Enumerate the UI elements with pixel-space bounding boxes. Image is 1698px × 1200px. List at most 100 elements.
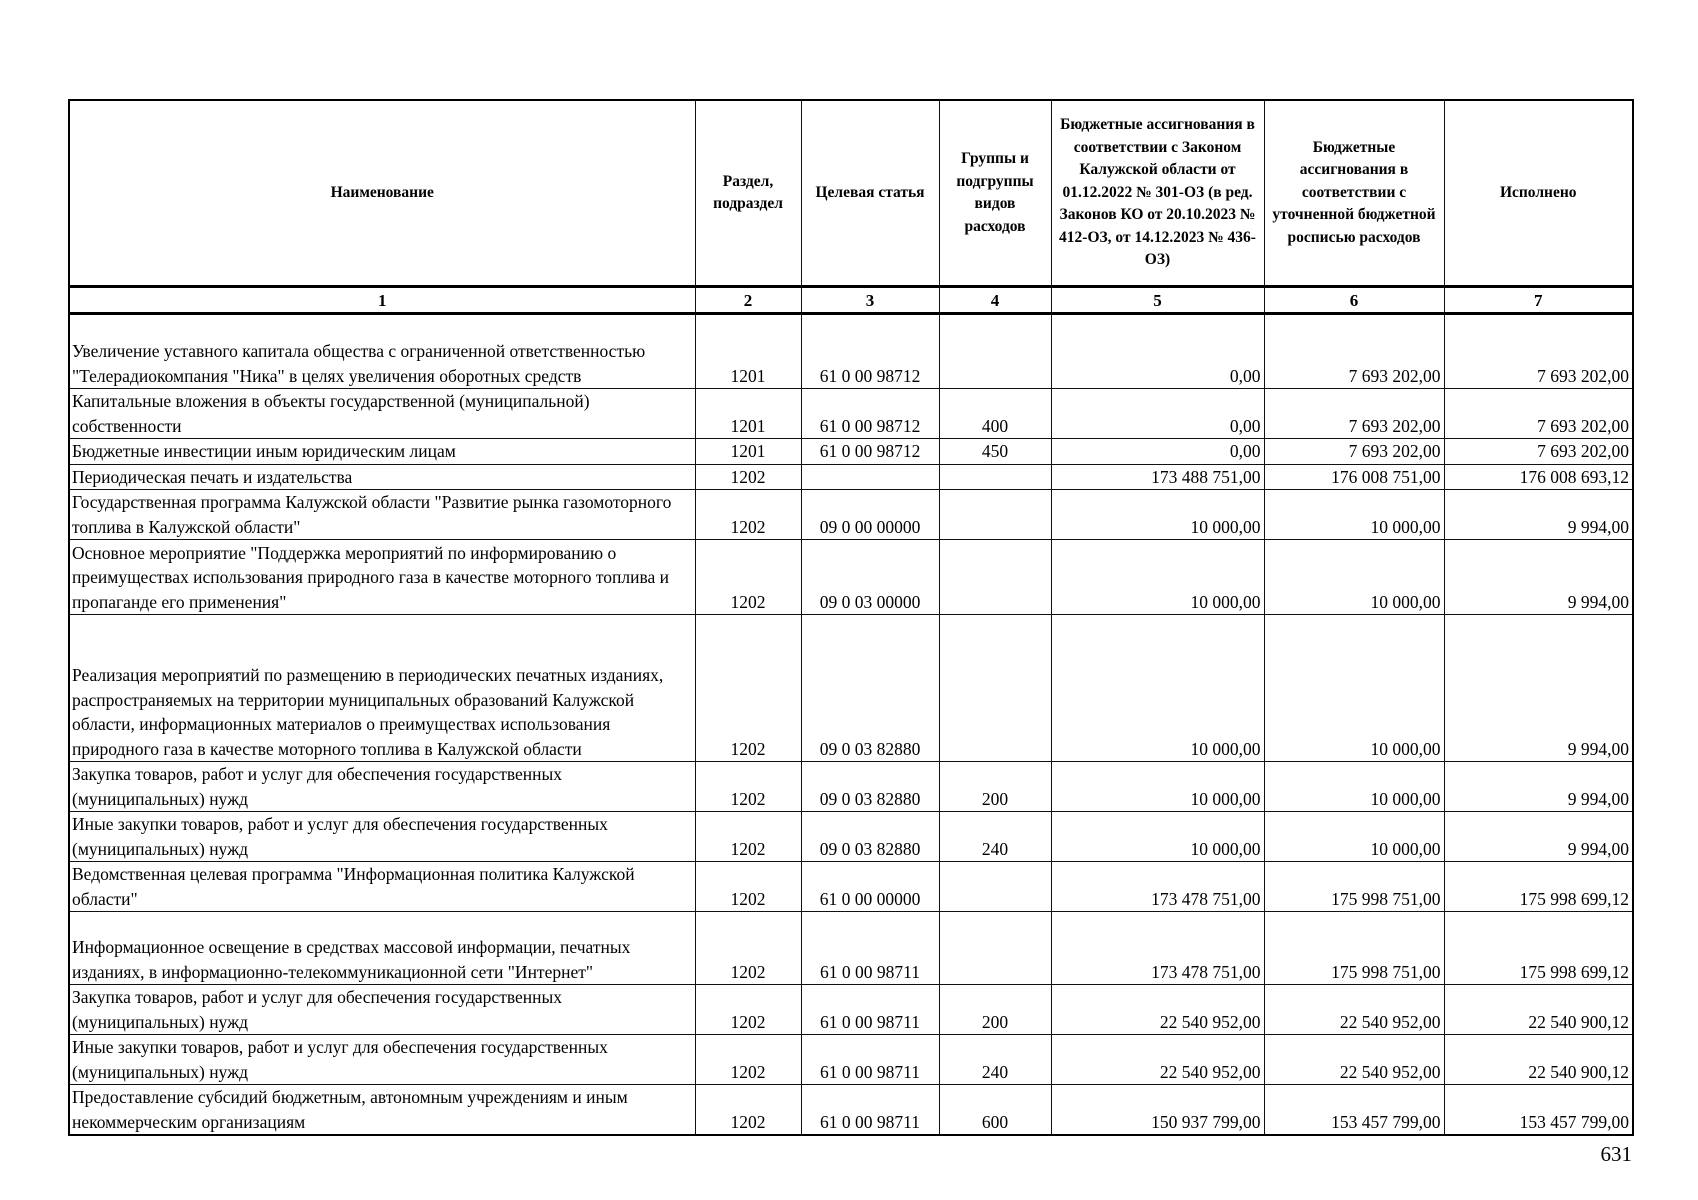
- row-article: 61 0 00 00000: [800, 861, 940, 912]
- table-row: Ведомственная целевая программа "Информа…: [68, 861, 1634, 912]
- row-section: 1202: [694, 911, 802, 985]
- row-group: 450: [938, 438, 1052, 465]
- row-law-allocation: 173 488 751,00: [1050, 463, 1265, 490]
- row-executed: 176 008 693,12: [1443, 463, 1634, 490]
- table-row: Иные закупки товаров, работ и услуг для …: [68, 1034, 1634, 1085]
- table-row: Иные закупки товаров, работ и услуг для …: [68, 811, 1634, 862]
- row-law-allocation: 10 000,00: [1050, 761, 1265, 812]
- row-section: 1201: [694, 388, 802, 439]
- row-law-allocation: 22 540 952,00: [1050, 1034, 1265, 1085]
- page-number: 631: [1600, 1142, 1633, 1166]
- row-group: [938, 861, 1052, 912]
- row-executed: 9 994,00: [1443, 811, 1634, 862]
- table-row: Периодическая печать и издательства 1202 1…: [68, 463, 1634, 490]
- row-name: Государственная программа Калужской обла…: [68, 489, 696, 540]
- row-executed: 22 540 900,12: [1443, 984, 1634, 1035]
- row-law-allocation: 150 937 799,00: [1050, 1084, 1265, 1136]
- row-section: 1202: [694, 1034, 802, 1085]
- row-article: 09 0 03 82880: [800, 761, 940, 812]
- row-group: [938, 911, 1052, 985]
- row-section: 1202: [694, 984, 802, 1035]
- row-law-allocation: 173 478 751,00: [1050, 911, 1265, 985]
- row-section: 1201: [694, 313, 802, 389]
- row-article: [800, 463, 940, 490]
- row-plan-allocation: 153 457 799,00: [1263, 1084, 1445, 1136]
- row-name: Периодическая печать и издательства: [68, 463, 696, 490]
- table-row: Закупка товаров, работ и услуг для обесп…: [68, 984, 1634, 1035]
- row-executed: 9 994,00: [1443, 539, 1634, 615]
- budget-table: Наименование Раздел, подраздел Целевая с…: [68, 99, 1634, 1136]
- row-group: 240: [938, 1034, 1052, 1085]
- row-article: 09 0 03 00000: [800, 539, 940, 615]
- row-name: Закупка товаров, работ и услуг для обесп…: [68, 984, 696, 1035]
- row-group: [938, 489, 1052, 540]
- row-plan-allocation: 22 540 952,00: [1263, 1034, 1445, 1085]
- row-plan-allocation: 10 000,00: [1263, 761, 1445, 812]
- row-section: 1202: [694, 539, 802, 615]
- row-executed: 7 693 202,00: [1443, 438, 1634, 465]
- row-name: Закупка товаров, работ и услуг для обесп…: [68, 761, 696, 812]
- row-group: 200: [938, 761, 1052, 812]
- row-executed: 9 994,00: [1443, 489, 1634, 540]
- row-section: 1201: [694, 438, 802, 465]
- header-plan-allocation: Бюджетные ассигнования в соответствии с …: [1263, 99, 1445, 287]
- row-law-allocation: 10 000,00: [1050, 811, 1265, 862]
- row-law-allocation: 0,00: [1050, 388, 1265, 439]
- row-section: 1202: [694, 1084, 802, 1136]
- row-law-allocation: 10 000,00: [1050, 614, 1265, 762]
- row-group: 240: [938, 811, 1052, 862]
- row-executed: 7 693 202,00: [1443, 313, 1634, 389]
- row-group: 600: [938, 1084, 1052, 1136]
- row-executed: 153 457 799,00: [1443, 1084, 1634, 1136]
- header-section: Раздел, подраздел: [694, 99, 802, 287]
- row-executed: 7 693 202,00: [1443, 388, 1634, 439]
- row-name: Иные закупки товаров, работ и услуг для …: [68, 1034, 696, 1085]
- row-law-allocation: 0,00: [1050, 313, 1265, 389]
- header-row: Наименование Раздел, подраздел Целевая с…: [68, 99, 1634, 287]
- column-number: 6: [1263, 285, 1445, 315]
- row-name: Бюджетные инвестиции иным юридическим ли…: [68, 438, 696, 465]
- header-executed: Исполнено: [1443, 99, 1634, 287]
- row-group: 200: [938, 984, 1052, 1035]
- row-name: Иные закупки товаров, работ и услуг для …: [68, 811, 696, 862]
- row-group: 400: [938, 388, 1052, 439]
- row-name: Капитальные вложения в объекты государст…: [68, 388, 696, 439]
- table-row: Капитальные вложения в объекты государст…: [68, 388, 1634, 439]
- row-group: [938, 313, 1052, 389]
- row-section: 1202: [694, 811, 802, 862]
- row-article: 09 0 03 82880: [800, 811, 940, 862]
- row-article: 09 0 03 82880: [800, 614, 940, 762]
- row-plan-allocation: 7 693 202,00: [1263, 438, 1445, 465]
- row-law-allocation: 173 478 751,00: [1050, 861, 1265, 912]
- header-article: Целевая статья: [800, 99, 940, 287]
- row-executed: 175 998 699,12: [1443, 861, 1634, 912]
- row-article: 61 0 00 98712: [800, 313, 940, 389]
- table-row: Реализация мероприятий по размещению в п…: [68, 614, 1634, 762]
- row-article: 09 0 00 00000: [800, 489, 940, 540]
- row-group: [938, 539, 1052, 615]
- column-number: 4: [938, 285, 1052, 315]
- row-executed: 22 540 900,12: [1443, 1034, 1634, 1085]
- row-executed: 9 994,00: [1443, 614, 1634, 762]
- row-article: 61 0 00 98711: [800, 984, 940, 1035]
- column-number: 3: [800, 285, 940, 315]
- row-name: Информационное освещение в средствах мас…: [68, 911, 696, 985]
- column-number: 5: [1050, 285, 1265, 315]
- table-row: Закупка товаров, работ и услуг для обесп…: [68, 761, 1634, 812]
- row-plan-allocation: 10 000,00: [1263, 811, 1445, 862]
- row-group: [938, 463, 1052, 490]
- row-name: Ведомственная целевая программа "Информа…: [68, 861, 696, 912]
- column-number: 7: [1443, 285, 1634, 315]
- row-article: 61 0 00 98711: [800, 1034, 940, 1085]
- row-section: 1202: [694, 463, 802, 490]
- row-article: 61 0 00 98712: [800, 438, 940, 465]
- row-article: 61 0 00 98711: [800, 1084, 940, 1136]
- row-article: 61 0 00 98711: [800, 911, 940, 985]
- table-row: Предоставление субсидий бюджетным, автон…: [68, 1084, 1634, 1136]
- row-plan-allocation: 22 540 952,00: [1263, 984, 1445, 1035]
- row-law-allocation: 10 000,00: [1050, 489, 1265, 540]
- row-plan-allocation: 10 000,00: [1263, 539, 1445, 615]
- header-law-allocation: Бюджетные ассигнования в соответствии с …: [1050, 99, 1265, 287]
- row-name: Увеличение уставного капитала общества с…: [68, 313, 696, 389]
- header-group: Группы и подгруппы видов расходов: [938, 99, 1052, 287]
